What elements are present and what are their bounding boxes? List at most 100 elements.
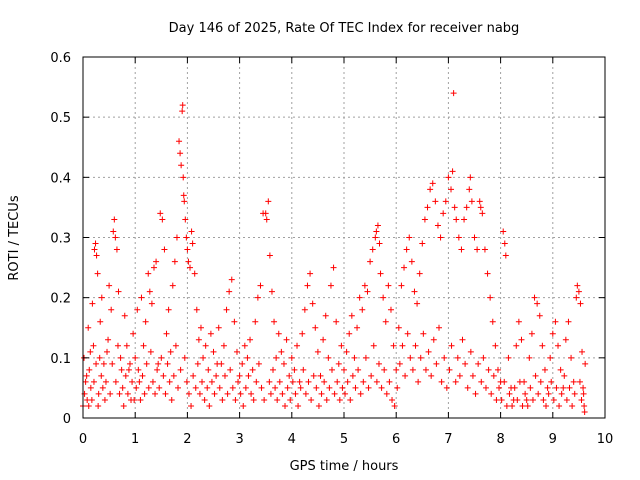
data-point: [387, 306, 394, 313]
data-point: [90, 378, 97, 385]
data-point: [82, 378, 89, 385]
data-point: [153, 258, 160, 265]
data-point: [163, 330, 170, 337]
x-tick-label: 10: [597, 432, 614, 447]
data-point: [271, 318, 278, 325]
axis-ticks: [82, 56, 606, 419]
data-point: [160, 372, 167, 379]
data-point: [200, 354, 207, 361]
data-point: [147, 348, 154, 355]
data-point: [362, 354, 369, 361]
data-point: [375, 360, 382, 367]
data-point: [85, 324, 92, 331]
data-point: [158, 354, 165, 361]
data-point: [165, 306, 172, 313]
data-point: [580, 390, 587, 397]
data-point: [488, 390, 495, 397]
data-point: [88, 396, 95, 403]
data-point: [382, 318, 389, 325]
data-point: [249, 366, 256, 373]
x-tick-label: 3: [235, 432, 243, 447]
data-point: [136, 378, 143, 385]
data-point: [373, 228, 380, 235]
data-point: [568, 354, 575, 361]
data-point: [87, 348, 94, 355]
data-point: [276, 378, 283, 385]
data-point: [571, 390, 578, 397]
data-point: [102, 378, 109, 385]
data-point: [146, 288, 153, 295]
data-point: [148, 300, 155, 307]
data-point: [233, 348, 240, 355]
data-point: [509, 402, 516, 409]
data-point: [173, 234, 180, 241]
data-point: [344, 378, 351, 385]
data-point: [395, 324, 402, 331]
data-point: [242, 384, 249, 391]
data-point: [175, 384, 182, 391]
data-point: [305, 378, 312, 385]
x-tick-label: 0: [79, 432, 87, 447]
data-point: [333, 318, 340, 325]
data-point: [373, 378, 380, 385]
data-point: [253, 378, 260, 385]
y-tick-label: 0.1: [50, 352, 71, 367]
data-point: [531, 294, 538, 301]
data-point: [348, 312, 355, 319]
data-point: [85, 402, 92, 409]
data-point: [445, 174, 452, 181]
x-tick-label: 2: [183, 432, 191, 447]
data-point: [294, 342, 301, 349]
data-point: [539, 342, 546, 349]
data-point: [210, 348, 217, 355]
data-point: [513, 342, 520, 349]
data-point: [255, 360, 262, 367]
data-point: [252, 318, 259, 325]
x-tick-label: 7: [444, 432, 452, 447]
data-point: [188, 402, 195, 409]
data-point: [237, 390, 244, 397]
data-point: [415, 378, 422, 385]
x-tick-label: 4: [288, 432, 296, 447]
data-point: [498, 396, 505, 403]
data-point: [207, 330, 214, 337]
data-point: [183, 378, 190, 385]
data-point: [449, 168, 456, 175]
data-point: [110, 228, 117, 235]
data-point: [424, 204, 431, 211]
data-point: [232, 396, 239, 403]
data-point: [263, 216, 270, 223]
data-point: [468, 198, 475, 205]
data-point: [168, 396, 175, 403]
data-point: [527, 384, 534, 391]
data-point: [108, 306, 115, 313]
data-point: [522, 390, 529, 397]
data-point: [297, 384, 304, 391]
data-point: [254, 294, 261, 301]
data-point: [528, 330, 535, 337]
data-point: [179, 102, 186, 109]
data-point: [391, 402, 398, 409]
data-point: [425, 348, 432, 355]
data-point: [356, 294, 363, 301]
data-point: [301, 306, 308, 313]
data-point: [494, 366, 501, 373]
data-point: [453, 216, 460, 223]
data-point: [309, 300, 316, 307]
data-point: [459, 336, 466, 343]
data-point: [490, 372, 497, 379]
data-point: [433, 360, 440, 367]
data-point: [150, 264, 157, 271]
data-point: [451, 204, 458, 211]
data-point: [183, 234, 190, 241]
data-point: [558, 390, 565, 397]
data-point: [482, 384, 489, 391]
data-point: [467, 174, 474, 181]
data-point: [523, 396, 530, 403]
data-point: [479, 210, 486, 217]
data-point: [462, 360, 469, 367]
data-point: [550, 396, 557, 403]
data-point: [454, 354, 461, 361]
data-point: [359, 306, 366, 313]
data-point: [576, 378, 583, 385]
